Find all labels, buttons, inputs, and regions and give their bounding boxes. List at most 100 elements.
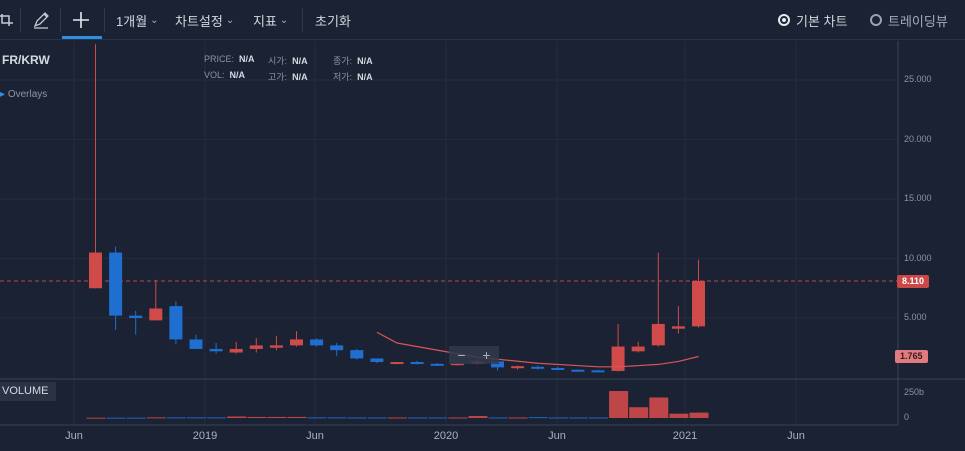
volume-bar [267, 416, 287, 418]
volume-bar [367, 417, 387, 419]
volume-bar [488, 417, 508, 419]
high-value: N/A [292, 72, 308, 82]
volume-bar [307, 417, 327, 419]
candle-body [611, 346, 625, 371]
volume-bar [347, 417, 367, 419]
volume-bar [589, 417, 608, 419]
zoom-in-icon[interactable]: + [482, 347, 491, 363]
candle-body [531, 366, 545, 369]
chart-toolbar: 1개월 ⌄ 차트설정 ⌄ 지표 ⌄ 초기화 기본 차트 트레이딩뷰 [0, 0, 965, 40]
candle-body [491, 361, 504, 368]
candle-body [290, 339, 303, 346]
candle-body [390, 362, 404, 365]
y-tick-label: 15.000 [904, 193, 932, 203]
candle-body [551, 367, 565, 370]
candle-body [89, 252, 102, 289]
volume-tick-label: 250b [904, 387, 925, 397]
crop-icon[interactable] [0, 0, 14, 40]
toolbar-divider [20, 8, 21, 32]
volume-bar [629, 407, 649, 418]
candle-body [370, 358, 384, 363]
volume-bar [528, 417, 548, 419]
candle-body [109, 252, 123, 316]
price-info: PRICE: N/A [204, 54, 255, 64]
vol-key: VOL: [204, 70, 225, 80]
price-key: PRICE: [204, 54, 235, 64]
candle-body [591, 370, 605, 373]
indicators-dropdown[interactable]: 지표 ⌄ [253, 0, 288, 40]
x-tick-label: 2019 [192, 430, 218, 442]
candle-body [430, 363, 444, 366]
crosshair-icon[interactable] [72, 0, 90, 40]
vol-info: VOL: N/A [204, 70, 245, 80]
high-key: 고가: [268, 72, 288, 82]
moving-average-line [376, 331, 699, 368]
toolbar-divider [60, 8, 61, 32]
overlays-toggle[interactable]: ▸ Overlays [0, 89, 48, 100]
trading-view-label: 트레이딩뷰 [888, 13, 948, 29]
chevron-down-icon: ⌄ [279, 14, 289, 26]
last-price-badge: 8.110 [897, 275, 930, 288]
period-dropdown[interactable]: 1개월 ⌄ [116, 0, 159, 40]
basic-chart-label: 기본 차트 [796, 13, 848, 29]
candle-body [310, 339, 324, 346]
toolbar-divider [302, 8, 303, 32]
volume-bar [408, 417, 428, 419]
reset-button[interactable]: 초기화 [315, 13, 351, 29]
symbol-title: FR/KRW [2, 53, 50, 67]
volume-bar [609, 391, 629, 418]
candle-body [209, 348, 223, 352]
zoom-out-icon[interactable]: − [457, 347, 466, 363]
candle-body [229, 348, 243, 353]
y-tick-label: 20.000 [904, 134, 932, 144]
candle-body [249, 345, 263, 349]
close-value: N/A [357, 56, 373, 66]
open-key: 시가: [268, 56, 288, 66]
overlays-label: Overlays [7, 89, 48, 100]
candle-body [189, 339, 203, 349]
volume-bar [207, 417, 227, 419]
candle-body [631, 346, 645, 352]
x-tick-label: 2020 [433, 430, 459, 442]
candle-body [330, 345, 344, 351]
candle-body [129, 315, 143, 318]
chart-settings-label: 차트설정 [175, 13, 223, 29]
volume-bar [568, 417, 588, 419]
candle-body [511, 366, 525, 369]
volume-bar [669, 413, 689, 418]
volume-bar [86, 417, 106, 419]
candle-body [571, 369, 585, 372]
volume-bar [548, 417, 568, 419]
candle-body [269, 345, 283, 348]
candle-body [350, 350, 364, 359]
chart-settings-dropdown[interactable]: 차트설정 ⌄ [175, 0, 234, 40]
x-tick-label: Jun [306, 430, 324, 442]
pencil-icon[interactable] [32, 0, 50, 40]
volume-bar [468, 416, 488, 418]
low-value: N/A [357, 72, 373, 82]
basic-chart-radio[interactable]: 기본 차트 [778, 0, 847, 40]
volume-bar [106, 417, 126, 419]
trading-view-radio[interactable]: 트레이딩뷰 [870, 0, 948, 40]
candle-body [651, 323, 665, 346]
volume-bar [227, 416, 247, 418]
volume-bar [187, 417, 206, 419]
volume-tick-label: 0 [904, 412, 910, 422]
volume-bar [247, 416, 267, 418]
price-value: N/A [239, 54, 255, 64]
candle-body [149, 308, 163, 321]
close-info: 종가: N/A [333, 54, 373, 67]
x-tick-label: 2021 [672, 430, 698, 442]
x-tick-label: Jun [65, 430, 83, 442]
ma-value-badge: 1.765 [895, 350, 928, 363]
volume-bar [689, 412, 709, 418]
candle-body [450, 363, 464, 366]
radio-selected-icon [778, 14, 790, 26]
radio-unselected-icon [870, 14, 882, 26]
y-tick-label: 5.000 [904, 312, 927, 322]
volume-bar [126, 417, 146, 419]
volume-bar [649, 397, 669, 418]
x-tick-label: Jun [548, 430, 566, 442]
high-info: 고가: N/A [268, 70, 308, 83]
